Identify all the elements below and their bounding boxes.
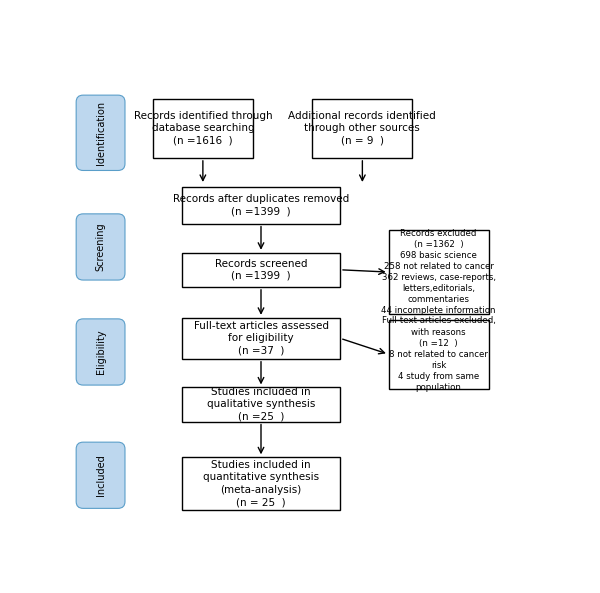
Text: Identification: Identification	[95, 101, 106, 165]
FancyBboxPatch shape	[389, 230, 488, 314]
FancyBboxPatch shape	[182, 457, 340, 510]
Text: Full-text articles excluded,
with reasons
(n =12  )
8 not related to cancer
risk: Full-text articles excluded, with reason…	[382, 317, 496, 392]
FancyBboxPatch shape	[389, 320, 488, 388]
Text: Studies included in
quantitative synthesis
(meta-analysis)
(n = 25  ): Studies included in quantitative synthes…	[203, 460, 319, 507]
Text: Records after duplicates removed
(n =1399  ): Records after duplicates removed (n =139…	[173, 194, 349, 216]
FancyBboxPatch shape	[182, 387, 340, 422]
FancyBboxPatch shape	[182, 253, 340, 287]
Text: Records screened
(n =1399  ): Records screened (n =1399 )	[215, 259, 307, 281]
Text: Eligibility: Eligibility	[95, 330, 106, 374]
FancyBboxPatch shape	[76, 95, 125, 170]
Text: Full-text articles assessed
for eligibility
(n =37  ): Full-text articles assessed for eligibil…	[193, 321, 329, 356]
Text: Additional records identified
through other sources
(n = 9  ): Additional records identified through ot…	[289, 111, 436, 146]
FancyBboxPatch shape	[182, 187, 340, 224]
FancyBboxPatch shape	[313, 98, 412, 158]
Text: Included: Included	[95, 454, 106, 496]
FancyBboxPatch shape	[153, 98, 253, 158]
Text: Records identified through
database searching
(n =1616  ): Records identified through database sear…	[134, 111, 272, 146]
FancyBboxPatch shape	[76, 214, 125, 280]
FancyBboxPatch shape	[76, 319, 125, 385]
Text: Records excluded
(n =1362  )
698 basic science
258 not related to cancer
362 rev: Records excluded (n =1362 ) 698 basic sc…	[382, 229, 496, 315]
Text: Screening: Screening	[95, 222, 106, 271]
FancyBboxPatch shape	[76, 442, 125, 508]
FancyBboxPatch shape	[182, 318, 340, 359]
Text: Studies included in
qualitative synthesis
(n =25  ): Studies included in qualitative synthesi…	[207, 387, 315, 422]
